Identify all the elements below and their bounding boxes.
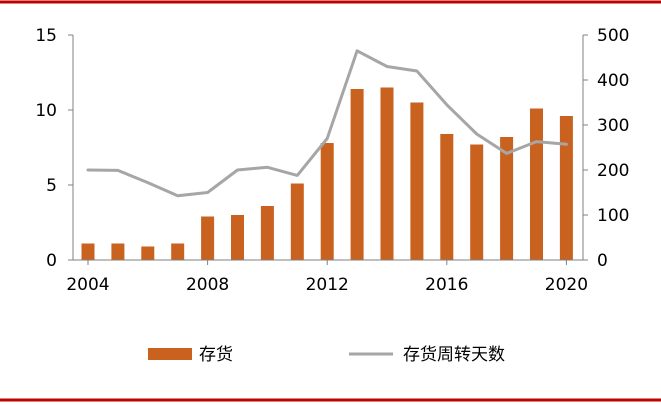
bar-2012: [320, 143, 334, 260]
bar-2014: [380, 87, 394, 260]
y-right-tick-label: 0: [597, 251, 608, 271]
y-left-tick-label: 10: [35, 101, 57, 121]
y-right-tick-label: 500: [597, 26, 629, 46]
y-right-tick-label: 200: [597, 161, 629, 181]
plot-area: [81, 49, 573, 260]
legend-label-inventory: 存货: [199, 345, 233, 365]
x-tick-label: 2012: [306, 275, 349, 295]
legend-swatch-inventory: [148, 348, 192, 360]
y-right-tick-label: 300: [597, 116, 629, 136]
bar-2019: [530, 108, 543, 260]
line-series-turnover-days: [86, 49, 568, 198]
y-left-tick-label: 0: [46, 251, 57, 271]
x-tick-label: 2004: [66, 275, 109, 295]
bar-2020: [559, 116, 573, 260]
bar-2015: [410, 102, 424, 260]
legend-label-turnover-days: 存货周转天数: [403, 345, 505, 365]
bar-2005: [111, 243, 125, 260]
bar-2013: [350, 89, 364, 260]
bar-2004: [81, 243, 95, 260]
bar-2006: [141, 246, 155, 260]
bar-2009: [231, 215, 244, 260]
bar-2017: [470, 144, 484, 260]
x-tick-label: 2020: [545, 275, 588, 295]
y-left-tick-label: 15: [35, 26, 57, 46]
x-tick-label: 2008: [186, 275, 229, 295]
bar-2008: [201, 216, 215, 260]
bar-2007: [171, 243, 185, 260]
legend: 存货 存货周转天数: [148, 345, 505, 365]
bar-2011: [290, 183, 304, 260]
bar-2018: [500, 137, 514, 260]
x-tick-label: 2016: [425, 275, 468, 295]
y-right-tick-label: 400: [597, 71, 629, 91]
axes: 0 5 10 15 0 100 200 300 400 500 2004 2008 2012 2016 20…: [35, 26, 629, 295]
y-right-tick-label: 100: [597, 206, 629, 226]
y-left-tick-label: 5: [46, 176, 57, 196]
bar-2010: [260, 206, 274, 260]
bar-2016: [440, 134, 454, 260]
